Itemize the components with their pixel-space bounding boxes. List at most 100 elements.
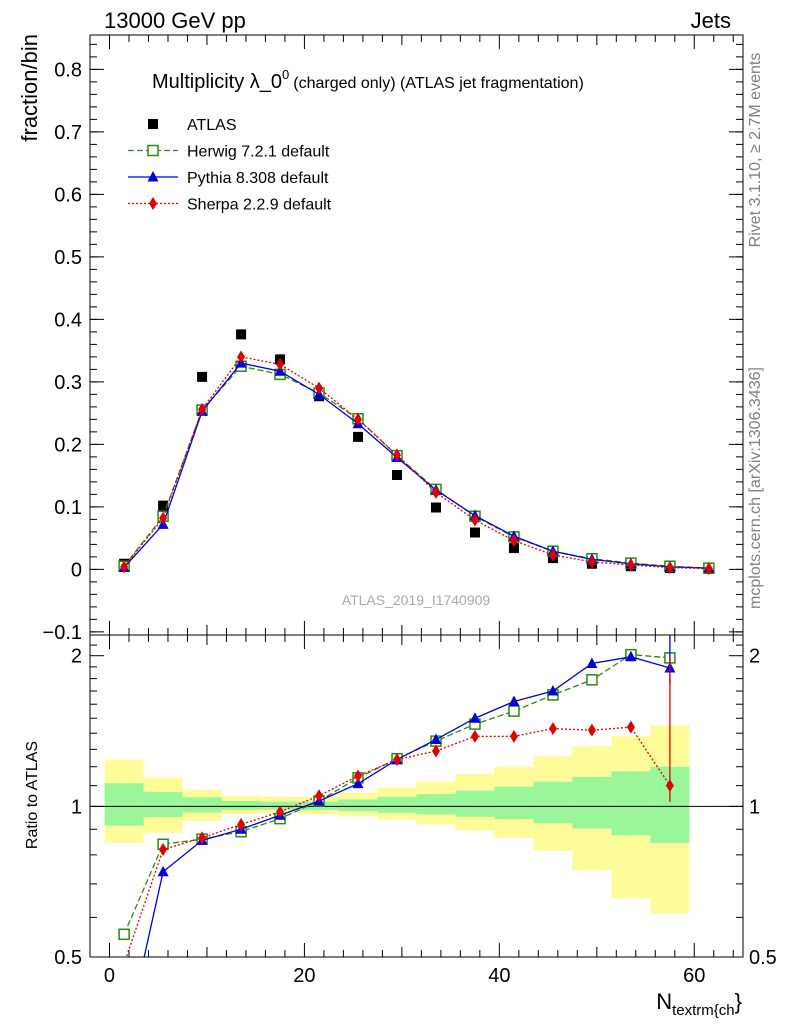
main-data-point: [431, 486, 440, 499]
chart-title-main: Multiplicity λ_0: [152, 71, 282, 93]
main-data-point: [470, 513, 479, 527]
main-data-point: [158, 500, 169, 511]
main-data-point: [120, 560, 129, 574]
main-data-point: [548, 548, 557, 562]
legend-label: Sherpa 2.2.9 default: [187, 197, 332, 214]
ratio-data-point: [157, 865, 169, 877]
main-data-point: [198, 402, 207, 416]
mcplots-reference-label: mcplots.cern.ch [arXiv:1306.3436]: [747, 367, 764, 609]
ratio-data-point: [547, 685, 559, 696]
ratio-inner-band: [143, 792, 183, 818]
legend-marker: [147, 171, 159, 182]
main-data-point: [469, 527, 480, 538]
main-data-point: [430, 502, 441, 513]
x-axis-label: Ntextrm{ch}: [656, 989, 742, 1019]
x-axis-label-subscript: textrm{ch: [672, 1002, 735, 1019]
main-y-tick-label: 0.3: [54, 372, 82, 394]
ratio-data-point: [430, 733, 442, 745]
header-jets-label: Jets: [691, 8, 731, 33]
legend: ATLAS Herwig 7.2.1 default Pythia 8.308 de…: [128, 117, 332, 214]
main-data-point: [509, 534, 518, 548]
ratio-inner-band: [221, 800, 261, 810]
ratio-inner-band: [533, 781, 573, 824]
ratio-data-point: [665, 779, 674, 793]
main-y-axis-label: fraction/bin: [17, 34, 42, 142]
main-data-point: [237, 350, 246, 364]
chart-title-superscript: 0: [282, 67, 289, 82]
main-y-tick-label: 0.4: [54, 309, 82, 331]
legend-entry: ATLAS: [148, 117, 237, 134]
main-data-point: [704, 562, 713, 576]
legend-label: ATLAS: [187, 117, 237, 134]
ratio-data-point: [469, 712, 481, 723]
ratio-data-point: [587, 723, 596, 737]
main-series-group: [118, 329, 715, 576]
main-y-tick-label: 0.2: [54, 434, 82, 456]
main-data-point: [587, 555, 596, 569]
ratio-uncertainty-bands: [90, 725, 743, 914]
main-data-point: [508, 543, 519, 554]
ratio-data-point: [470, 729, 479, 743]
main-data-point: [353, 431, 364, 442]
main-data-point: [276, 357, 285, 371]
ratio-y-tick-label: 1: [71, 796, 82, 818]
ratio-y-tick-label-right: 2: [749, 646, 760, 668]
main-data-point: [236, 329, 247, 340]
ratio-y-axis-label: Ratio to ATLAS: [24, 741, 41, 849]
analysis-watermark: ATLAS_2019_I1740909: [342, 592, 491, 608]
ratio-data-point: [431, 744, 440, 758]
x-axis-label-brace: }: [735, 989, 742, 1014]
ratio-y-tick-label-right: 0.5: [749, 947, 777, 969]
ratio-data-point: [198, 831, 207, 845]
legend-marker: [147, 144, 159, 157]
ratio-data-point: [508, 695, 520, 707]
ratio-inner-band: [416, 794, 456, 815]
ratio-data-point: [118, 928, 130, 941]
main-axis-ticks: −0.1 0 0.1 0.2 0.3 0.4 0.5 0.6 0.7 0.8: [43, 35, 743, 644]
x-axis-label-symbol: N: [656, 989, 672, 1014]
ratio-axis-ticks: 0.5 0.51 12 20 20 40 60: [54, 635, 777, 987]
ratio-data-point: [625, 650, 637, 662]
main-series-2: [118, 357, 715, 573]
x-tick-label: 40: [488, 965, 510, 987]
legend-label: Herwig 7.2.1 default: [187, 144, 330, 161]
main-y-tick-label: 0: [71, 559, 82, 581]
ratio-inner-band: [611, 771, 651, 836]
rivet-version-label: Rivet 3.1.10, ≥ 2.7M events: [747, 53, 764, 248]
ratio-data-point: [586, 674, 598, 686]
main-data-point: [159, 511, 168, 525]
ratio-y-tick-label: 2: [71, 646, 82, 668]
ratio-series-2: [125, 657, 674, 957]
ratio-data-point: [509, 729, 518, 743]
x-tick-label: 0: [104, 965, 115, 987]
legend-entry: Herwig 7.2.1 default: [128, 144, 330, 161]
main-data-point: [392, 470, 403, 480]
main-series-line: [123, 365, 709, 569]
ratio-plot-frame: [89, 634, 744, 958]
ratio-data-point: [508, 705, 520, 717]
main-data-point: [315, 381, 324, 395]
x-tick-label: 20: [293, 965, 315, 987]
main-y-tick-label: 0.1: [54, 497, 82, 519]
main-y-tick-label: 0.6: [54, 184, 82, 206]
legend-entry: Pythia 8.308 default: [128, 170, 329, 187]
ratio-data-point: [393, 753, 402, 767]
ratio-inner-band: [572, 776, 612, 829]
ratio-data-point: [586, 657, 598, 668]
main-series-line: [123, 356, 709, 570]
ratio-plot-panel: 0.5 0.51 12 20 20 40 60 Ratio to ATLAS Ntextrm…: [24, 634, 777, 1019]
main-data-point: [393, 448, 402, 462]
main-series-line: [123, 362, 709, 569]
legend-marker: [149, 197, 157, 210]
ratio-inner-band: [494, 786, 534, 820]
ratio-data-point: [315, 789, 324, 803]
ratio-inner-band: [182, 797, 222, 813]
ratio-y-tick-label-right: 1: [749, 796, 760, 818]
main-series-0: [119, 329, 714, 574]
main-y-tick-label: −0.1: [43, 622, 82, 644]
ratio-inner-band: [338, 799, 378, 812]
legend-entry: Sherpa 2.2.9 default: [128, 197, 332, 214]
main-series-3: [120, 350, 713, 576]
main-series-1: [118, 360, 715, 574]
